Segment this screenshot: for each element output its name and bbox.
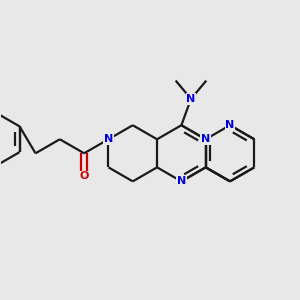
Text: N: N: [225, 120, 235, 130]
Text: N: N: [177, 176, 186, 186]
Text: N: N: [104, 134, 113, 144]
Text: N: N: [186, 94, 196, 104]
Text: N: N: [201, 134, 210, 144]
Text: O: O: [80, 171, 89, 181]
